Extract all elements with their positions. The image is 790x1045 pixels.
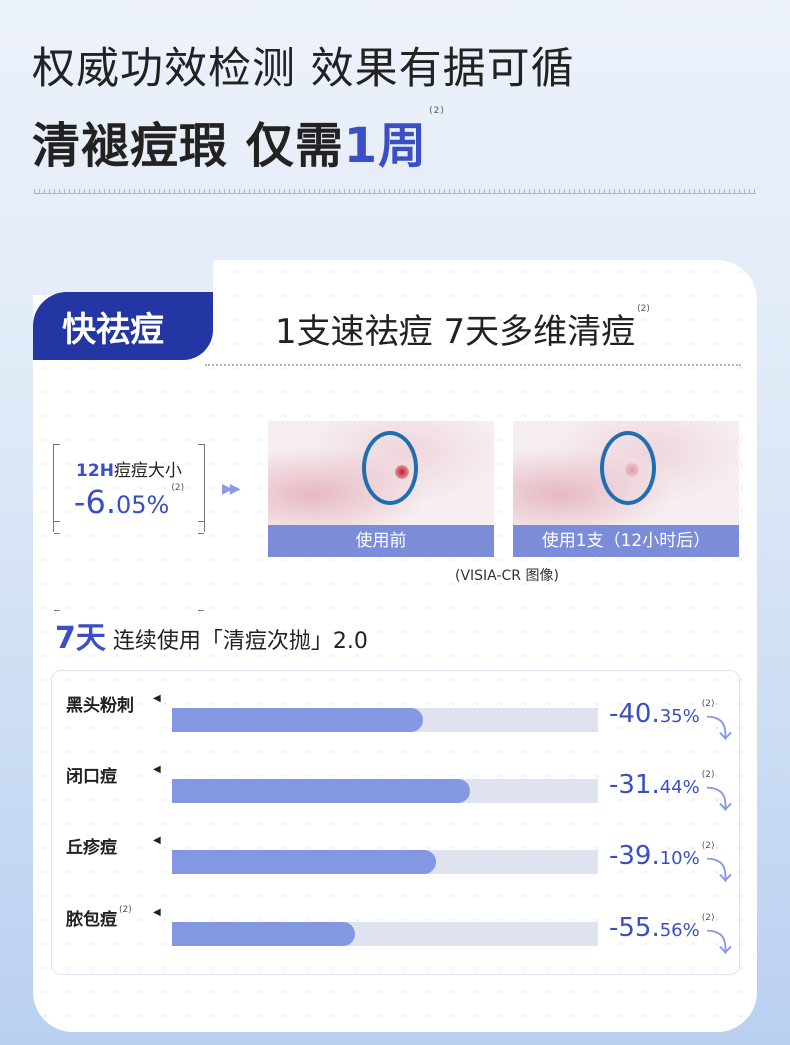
bar-track (172, 708, 598, 732)
card-notch (33, 255, 213, 295)
content-card (33, 260, 757, 1032)
result-row: 脓包痘 (2) ◀ -55.56%(2) ⤵ (52, 901, 739, 959)
highlight-circle (362, 431, 418, 505)
photo-caption: 使用1支（12小时后） (513, 525, 739, 557)
stat-value: -6.05%(2) (54, 483, 204, 521)
down-arrow-icon: ⤵ (706, 929, 733, 959)
result-value-small: 35% (659, 706, 700, 727)
result-value-main: -31. (609, 770, 660, 800)
double-arrow-icon: ▶▶ (222, 481, 240, 497)
bar-fill (172, 850, 437, 874)
photo-caption: 使用前 (268, 525, 494, 557)
photo-after: 使用1支（12小时后） (513, 421, 739, 557)
down-arrow-icon: ⤵ (706, 715, 733, 745)
skin-image-before (268, 421, 494, 525)
footnote-mark: (2) (119, 905, 132, 915)
result-label-text: 闭口痘 (66, 767, 117, 787)
stat-label-text: 痘痘大小 (113, 461, 182, 481)
bar-fill (172, 708, 424, 732)
result-row: 黑头粉刺 ◀ -40.35%(2) ⤵ (52, 687, 739, 745)
footnote-mark: (2) (637, 304, 650, 314)
result-value-main: -40. (609, 699, 660, 729)
subtitle-text: 1支速祛痘 7天多维清痘 (275, 312, 636, 352)
headline: 权威功效检测 效果有据可循 (32, 44, 575, 94)
result-label: 闭口痘 (66, 762, 119, 787)
usage-heading: 7天 连续使用「清痘次抛」2.0 (55, 613, 368, 657)
dotted-divider (205, 364, 741, 366)
result-value-main: -55. (609, 913, 660, 943)
section-subtitle: 1支速祛痘 7天多维清痘(2) (275, 304, 650, 353)
result-label-text: 脓包痘 (66, 910, 117, 930)
photo-before: 使用前 (268, 421, 494, 557)
headline-2-text: 清褪痘瑕 仅需 (32, 118, 344, 174)
result-label: 丘疹痘 (66, 833, 119, 858)
result-value: -39.10%(2) (609, 841, 715, 871)
result-value-small: 56% (659, 920, 700, 941)
result-value: -55.56%(2) (609, 913, 715, 943)
stat-label: 12H痘痘大小 (54, 456, 204, 481)
headline-2-accent: 1周 (343, 118, 428, 174)
stat-box: 12H痘痘大小 -6.05%(2) (53, 444, 205, 532)
bar-track (172, 779, 598, 803)
usage-days: 7天 (55, 621, 106, 656)
result-value-small: 10% (659, 848, 700, 869)
pointer-triangle-icon: ◀ (153, 764, 161, 775)
footnote-mark: (2) (701, 913, 715, 923)
stat-label-accent: 12H (76, 461, 114, 481)
stat-value-main: -6. (73, 483, 116, 521)
ruler-divider (34, 188, 756, 194)
usage-text: 连续使用「清痘次抛」2.0 (112, 629, 368, 654)
stat-value-small: 05% (115, 491, 170, 519)
skin-image-after (513, 421, 739, 525)
result-row: 闭口痘 ◀ -31.44%(2) ⤵ (52, 758, 739, 816)
pointer-triangle-icon: ◀ (153, 693, 161, 704)
result-label-text: 黑头粉刺 (66, 696, 134, 716)
result-label: 脓包痘 (2) (66, 905, 132, 930)
result-value: -31.44%(2) (609, 770, 715, 800)
highlight-circle (600, 431, 656, 505)
photo-source: (VISIA-CR 图像) (455, 568, 559, 584)
results-panel: 黑头粉刺 ◀ -40.35%(2) ⤵ 闭口痘 ◀ -31.44%(2) ⤵ 丘疹痘… (51, 670, 740, 975)
footnote-mark: (2) (701, 841, 715, 851)
pointer-triangle-icon: ◀ (153, 835, 161, 846)
result-label-text: 丘疹痘 (66, 838, 117, 858)
pointer-triangle-icon: ◀ (153, 907, 161, 918)
bar-track (172, 850, 598, 874)
result-label: 黑头粉刺 (66, 691, 136, 716)
bar-fill (172, 922, 356, 946)
headline-2: 清褪痘瑕 仅需1周(2) (32, 106, 445, 176)
section-tab: 快祛痘 (33, 292, 213, 360)
result-value-main: -39. (609, 841, 660, 871)
footnote-mark: (2) (701, 699, 715, 709)
down-arrow-icon: ⤵ (706, 857, 733, 887)
footnote-mark: (2) (701, 770, 715, 780)
footnote-mark: (2) (429, 106, 445, 116)
footnote-mark: (2) (171, 483, 185, 493)
result-value-small: 44% (659, 777, 700, 798)
result-row: 丘疹痘 ◀ -39.10%(2) ⤵ (52, 829, 739, 887)
down-arrow-icon: ⤵ (706, 786, 733, 816)
bar-track (172, 922, 598, 946)
result-value: -40.35%(2) (609, 699, 715, 729)
bar-fill (172, 779, 471, 803)
